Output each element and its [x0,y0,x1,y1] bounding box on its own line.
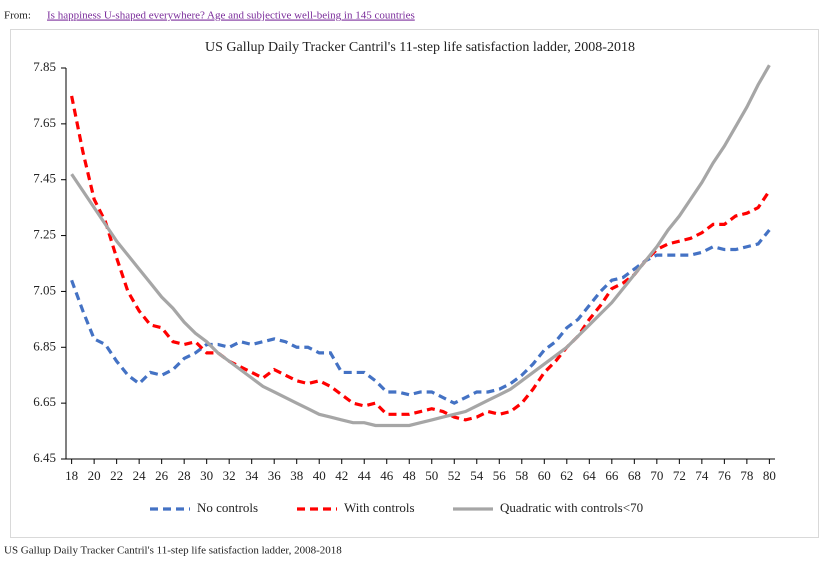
y-tick-label: 6.65 [33,394,56,409]
x-tick-label: 58 [515,468,528,483]
x-tick-label: 26 [155,468,169,483]
legend-label: With controls [344,500,415,515]
x-tick-label: 68 [628,468,641,483]
x-tick-label: 46 [380,468,394,483]
x-tick-label: 24 [133,468,147,483]
y-tick-label: 7.65 [33,115,56,130]
line-series [70,228,771,405]
x-tick-label: 76 [718,468,732,483]
x-tick-label: 52 [448,468,461,483]
y-tick-label: 6.45 [33,450,56,465]
x-tick-label: 22 [110,468,123,483]
x-tick-label: 80 [763,468,776,483]
x-tick-label: 62 [560,468,573,483]
x-tick-label: 50 [425,468,438,483]
x-tick-label: 42 [335,468,348,483]
x-tick-label: 20 [88,468,101,483]
x-tick-label: 54 [470,468,484,483]
x-tick-label: 56 [493,468,507,483]
y-tick-label: 7.25 [33,227,56,242]
x-tick-label: 44 [358,468,372,483]
x-tick-label: 72 [673,468,686,483]
chart-frame [10,29,819,538]
x-tick-label: 38 [290,468,303,483]
line-series [70,64,771,428]
x-tick-label: 66 [605,468,619,483]
source-link[interactable]: Is happiness U-shaped everywhere? Age an… [47,10,415,22]
x-tick-label: 64 [583,468,597,483]
legend-label: Quadratic with controls<70 [500,500,643,515]
x-tick-label: 40 [313,468,326,483]
x-tick-label: 34 [245,468,259,483]
x-tick-label: 48 [403,468,416,483]
y-tick-label: 7.85 [33,59,56,74]
x-tick-label: 30 [200,468,213,483]
chart-title: US Gallup Daily Tracker Cantril's 11-ste… [205,40,635,55]
caption: US Gallup Daily Tracker Cantril's 11-ste… [4,545,342,557]
y-tick-label: 7.05 [33,282,56,297]
y-tick-label: 6.85 [33,338,56,353]
y-tick-label: 7.45 [33,171,56,186]
x-tick-label: 36 [268,468,282,483]
x-tick-label: 78 [740,468,753,483]
x-tick-label: 74 [695,468,709,483]
x-tick-label: 28 [178,468,191,483]
legend-label: No controls [197,500,258,515]
x-tick-label: 60 [538,468,551,483]
source-prefix: From: [4,10,31,22]
x-tick-label: 32 [223,468,236,483]
x-tick-label: 18 [65,468,78,483]
x-tick-label: 70 [650,468,663,483]
line-series [70,95,771,422]
